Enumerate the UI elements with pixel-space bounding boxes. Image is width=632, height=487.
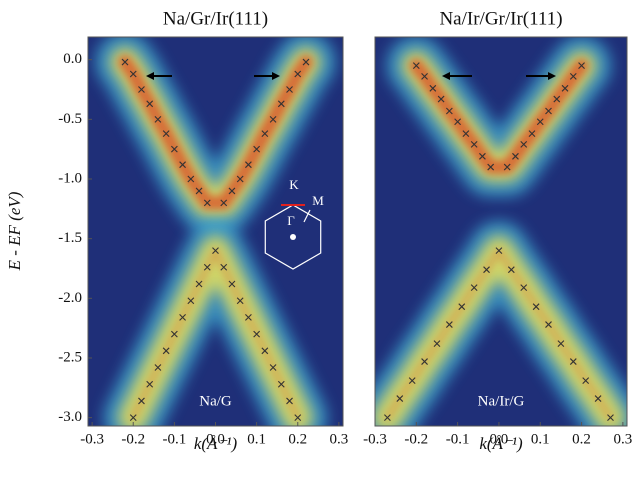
plot-area [375, 37, 627, 426]
y-tick-label: 0.0 [63, 51, 82, 67]
x-axis-label: k(Å⁻¹) [479, 434, 523, 453]
y-tick-label: -0.5 [58, 111, 82, 127]
figure: Na/Gr/Ir(111)-0.3-0.2-0.10.00.10.20.30.0… [0, 0, 632, 487]
y-tick-label: -1.0 [58, 170, 82, 186]
panel-title: Na/Ir/Gr/Ir(111) [439, 8, 562, 29]
gamma-point [290, 234, 296, 240]
x-tick-label: -0.3 [363, 431, 387, 447]
y-tick-label: -2.0 [58, 290, 82, 306]
y-tick-label: -2.5 [58, 349, 82, 365]
x-tick-label: -0.1 [162, 431, 186, 447]
y-axis-label: E - EF (eV) [5, 191, 24, 271]
inset-label: K [289, 177, 299, 192]
y-tick-label: -1.5 [58, 230, 82, 246]
x-tick-label: 0.1 [247, 431, 266, 447]
panel-title: Na/Gr/Ir(111) [163, 8, 268, 29]
y-tick-label: -3.0 [58, 409, 82, 425]
panel-annotation: Na/G [199, 393, 232, 409]
x-tick-label: -0.3 [80, 431, 104, 447]
inset-label: Γ [287, 213, 295, 228]
inset-label: M [312, 193, 324, 208]
x-tick-label: 0.2 [288, 431, 307, 447]
panel-annotation: Na/Ir/G [478, 393, 525, 409]
x-tick-label: 0.3 [330, 431, 349, 447]
x-tick-label: -0.1 [446, 431, 470, 447]
x-tick-label: 0.2 [572, 431, 591, 447]
x-tick-label: -0.2 [121, 431, 145, 447]
plot-area [88, 37, 343, 426]
x-axis-label: k(Å⁻¹) [194, 434, 238, 453]
x-tick-label: -0.2 [404, 431, 428, 447]
x-tick-label: 0.1 [531, 431, 550, 447]
x-tick-label: 0.3 [613, 431, 632, 447]
